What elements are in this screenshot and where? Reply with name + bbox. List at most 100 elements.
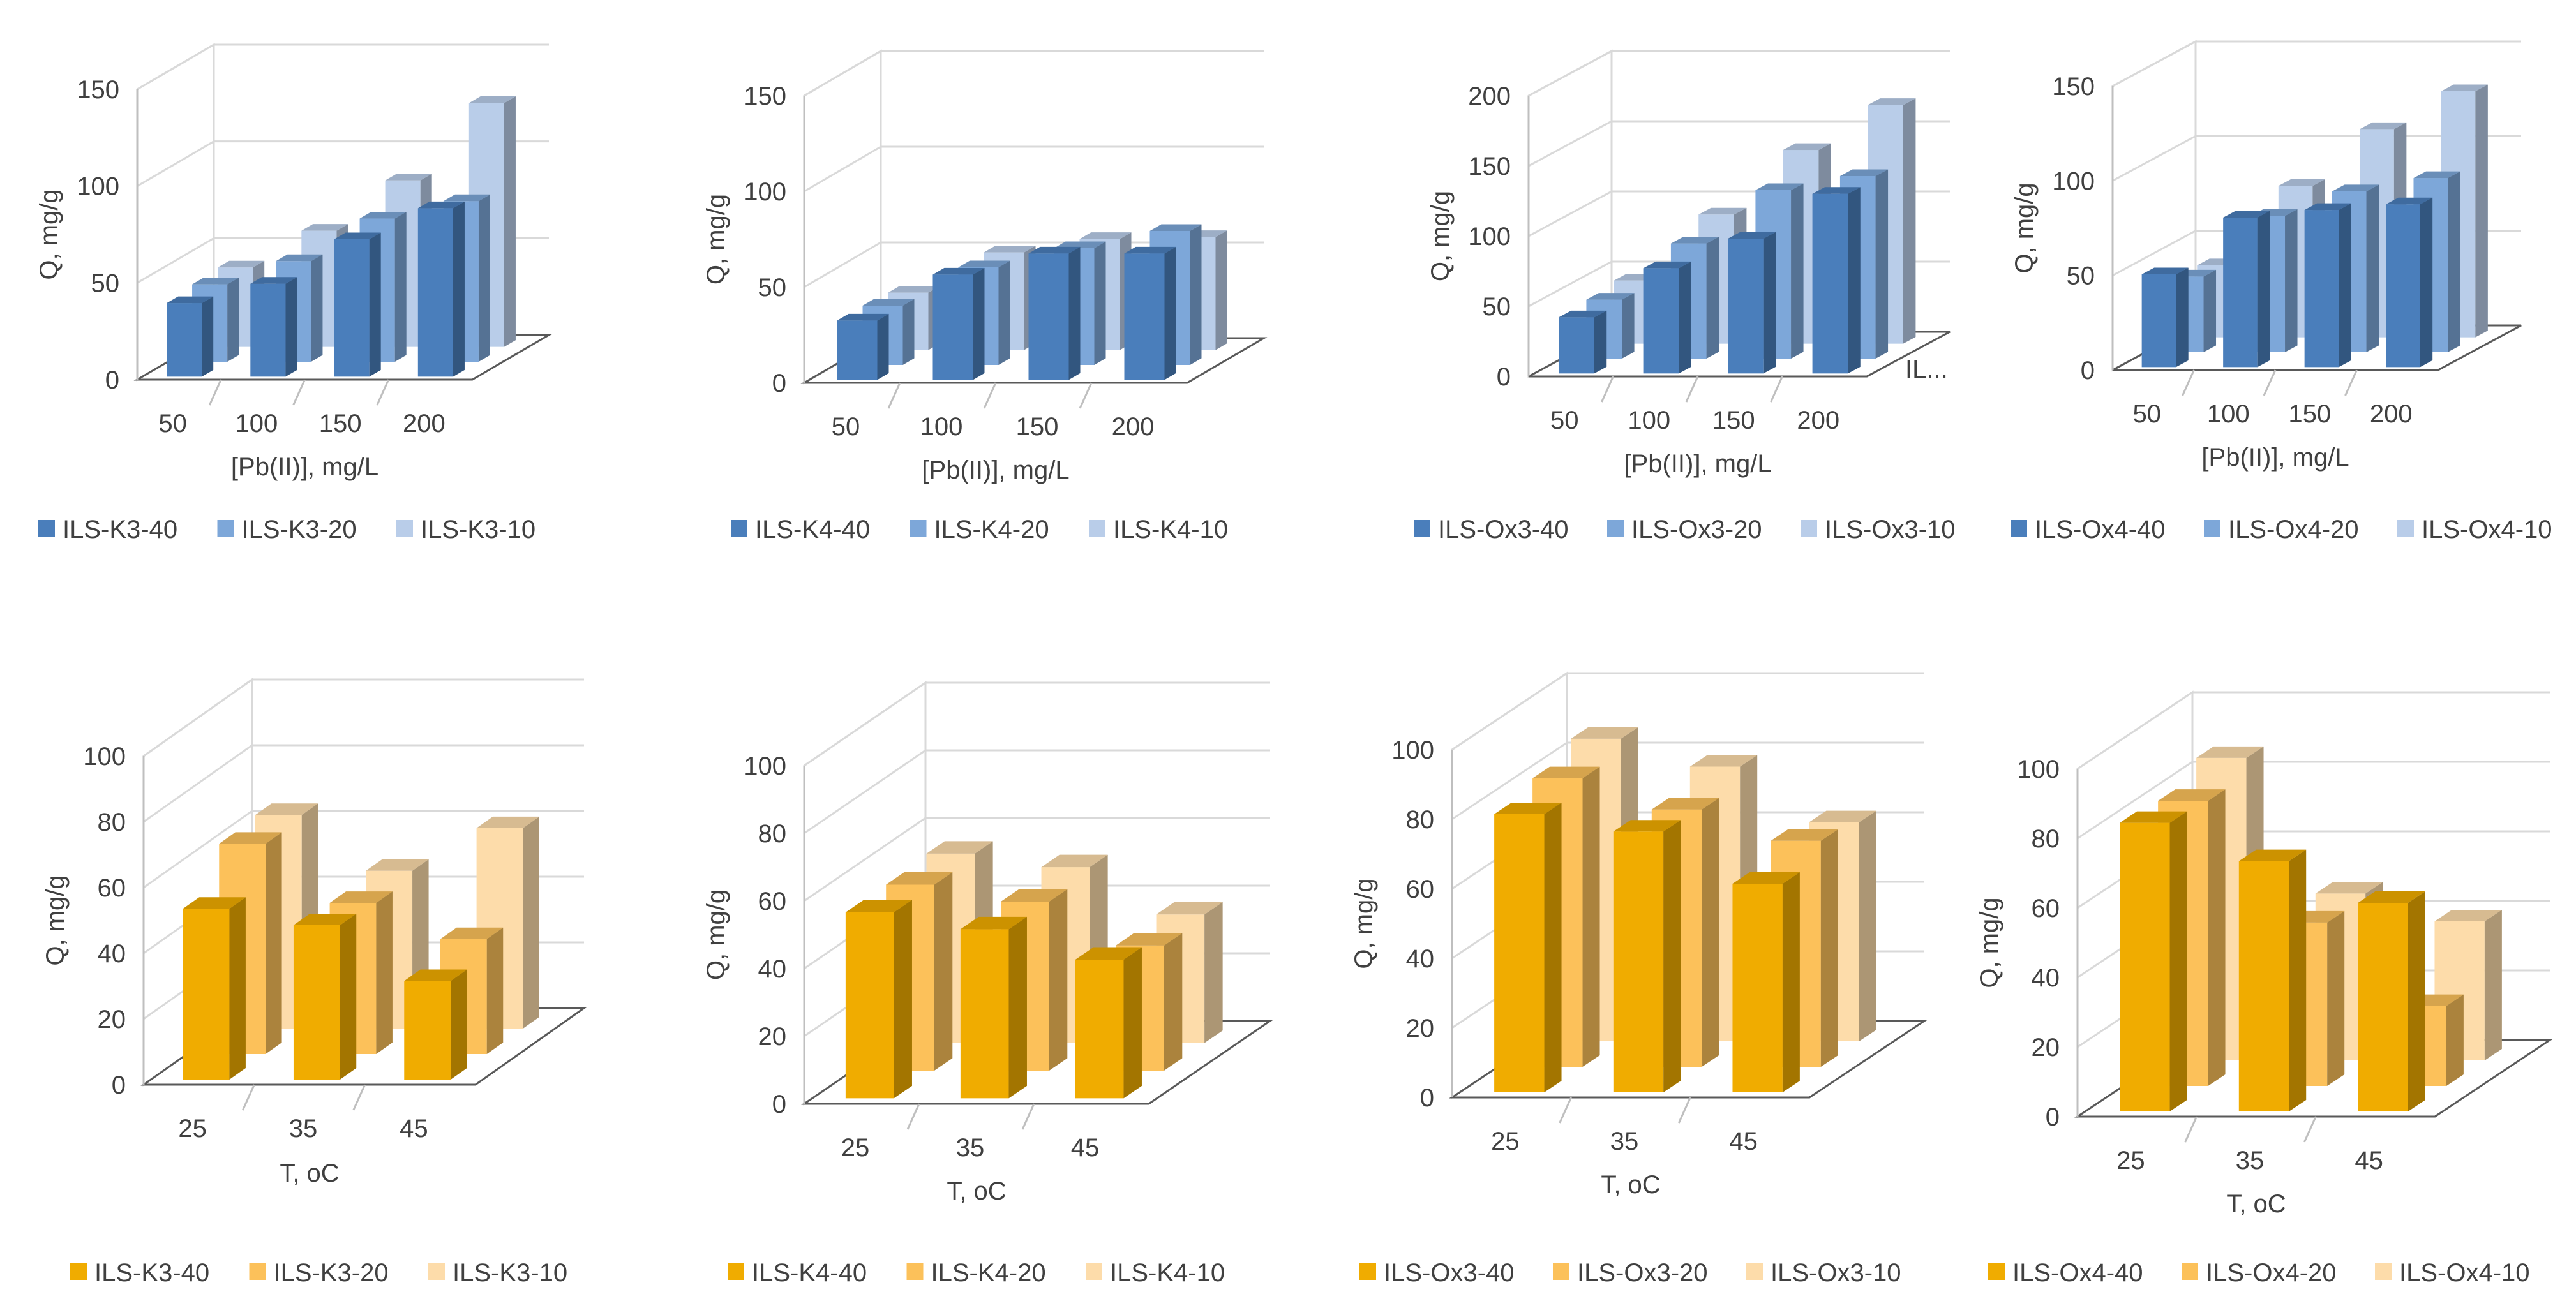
x-tick-label: 100 (2207, 400, 2250, 428)
bar-top (1041, 854, 1108, 868)
gridline (143, 678, 584, 757)
bar-ILS-Ox4-40-50 (2141, 267, 2189, 368)
legend-label: ILS-K3-10 (421, 516, 535, 544)
x-tick-label: 200 (2370, 400, 2413, 428)
legend-label: ILS-Ox3-40 (1384, 1259, 1515, 1287)
legend-label: ILS-K3-10 (453, 1259, 567, 1287)
bar-side (340, 913, 357, 1080)
legend-swatch (1553, 1263, 1569, 1280)
legend-swatch (1801, 520, 1817, 537)
bar-top (1149, 224, 1202, 231)
bar-side (369, 232, 381, 377)
bar-front (1613, 831, 1664, 1092)
bar-side (2169, 811, 2187, 1111)
bar-front (1643, 268, 1679, 374)
y-tick-label: 20 (98, 1006, 126, 1034)
bar-ILS-K4-40-150 (1028, 246, 1081, 380)
bar-front (2304, 210, 2339, 368)
y-tick-label: 40 (758, 955, 787, 983)
bar-top (192, 278, 239, 285)
gridline (1451, 672, 1924, 751)
x-tick-mark (208, 379, 222, 406)
bar-side (1123, 947, 1142, 1099)
bar-side (1663, 820, 1681, 1092)
bar-top (366, 859, 429, 871)
legend-label: ILS-K4-10 (1113, 516, 1228, 544)
bar-front (293, 925, 340, 1080)
x-tick-mark (1770, 376, 1783, 403)
bar-top (219, 832, 282, 844)
bar-side (1706, 237, 1719, 359)
legend-swatch (2204, 520, 2220, 537)
y-tick-label: 80 (1406, 806, 1435, 834)
x-tick-label: 35 (2236, 1147, 2265, 1175)
bar-top (250, 277, 297, 284)
bar-top (2196, 746, 2264, 758)
y-axis-title: Q, mg/g (41, 875, 70, 965)
bar-ILS-Ox4-40-100 (2223, 211, 2270, 368)
x-tick-label: 25 (1491, 1127, 1520, 1156)
legend-swatch (2011, 520, 2027, 537)
bar-side (453, 201, 465, 377)
bar-ILS-Ox3-40-150 (1728, 232, 1776, 374)
legend-swatch (906, 1263, 924, 1280)
bar-side (229, 897, 246, 1080)
bar-top (2120, 811, 2187, 823)
y-tick-label: 0 (1497, 363, 1511, 391)
bar-side (1763, 232, 1776, 374)
bar-side (478, 194, 490, 362)
bar-top (2304, 203, 2351, 211)
depth-axis-label: IL... (1905, 355, 1948, 383)
bar-top (1698, 207, 1747, 215)
x-tick-label: 35 (1610, 1127, 1639, 1156)
bar-front (2223, 217, 2258, 368)
y-tick-label: 100 (744, 752, 786, 780)
bar-side (1848, 187, 1861, 374)
bar-top (1783, 143, 1831, 151)
bar-top (2332, 184, 2379, 191)
y-tick-label: 60 (1406, 875, 1435, 903)
bar-side (973, 267, 985, 380)
bar-front (2141, 274, 2176, 368)
x-tick-label: 150 (1016, 413, 1059, 441)
gridline (804, 50, 1264, 97)
bar-side (1215, 230, 1227, 350)
bar-front (2386, 204, 2420, 368)
bar-side (2176, 267, 2189, 368)
bar-top (329, 891, 393, 903)
bar-side (2475, 84, 2488, 338)
x-tick-mark (2184, 1116, 2198, 1143)
legend-swatch (910, 520, 927, 537)
x-tick-mark (1559, 1097, 1573, 1124)
bar-front (404, 981, 451, 1080)
bar-ILS-K3-40-100 (250, 277, 297, 377)
y-tick-label: 20 (2032, 1034, 2060, 1062)
bar-top (218, 260, 265, 268)
bar-top (845, 900, 912, 912)
bar-side (2484, 910, 2502, 1060)
legend-swatch (1086, 1263, 1102, 1280)
legend-swatch (1359, 1263, 1376, 1280)
bar-top (167, 296, 214, 304)
y-tick-label: 80 (2032, 825, 2060, 853)
bar-side (2203, 269, 2217, 352)
y-axis-title: Q, mg/g (1975, 897, 2003, 988)
bar-ILS-K4-40-50 (837, 313, 889, 380)
legend-label: ILS-K3-20 (274, 1259, 389, 1287)
y-tick-label: 40 (1406, 945, 1435, 973)
x-tick-mark (352, 1084, 366, 1111)
bar-top (2386, 197, 2433, 205)
bar-side (1582, 766, 1600, 1067)
gridline (143, 810, 584, 889)
y-tick-label: 100 (83, 743, 126, 771)
x-tick-label: 200 (1797, 406, 1839, 435)
gridline (804, 241, 1264, 288)
bar-top (1124, 246, 1176, 254)
chart-panel-1: 0 50 100 150 50 100 150 200 [Pb(II)], mg/L Q, mg/… (35, 43, 553, 544)
bar-side (998, 260, 1010, 365)
legend-label: ILS-Ox3-40 (1438, 516, 1569, 544)
y-tick-label: 20 (758, 1023, 787, 1051)
legend-swatch (728, 1263, 744, 1280)
legend-label: ILS-K4-40 (752, 1259, 867, 1287)
legend-label: ILS-K3-20 (242, 516, 357, 544)
